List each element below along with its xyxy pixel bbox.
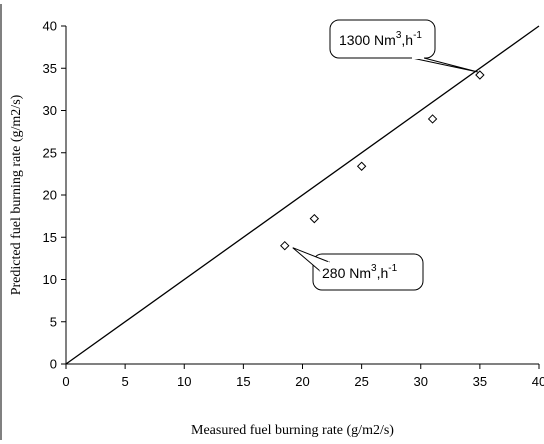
axis-titles: Measured fuel burning rate (g/m2/s) Pred… — [9, 94, 394, 438]
y-tick-label: 0 — [50, 357, 57, 372]
data-point — [427, 114, 438, 124]
callout-tail-join — [319, 261, 330, 272]
x-tick-label: 30 — [414, 374, 428, 389]
data-point — [475, 70, 485, 80]
x-tick-label: 25 — [354, 374, 368, 389]
callout-box — [329, 19, 436, 59]
y-tick-label: 30 — [43, 103, 57, 118]
y-tick-label: 15 — [43, 230, 57, 245]
x-tick-label: 40 — [532, 374, 544, 389]
x-tick-label: 5 — [122, 374, 129, 389]
reference-line — [65, 25, 540, 365]
callout: 280 Nm3,h-1 — [292, 247, 424, 291]
x-tick-label: 10 — [177, 374, 191, 389]
callout-label: 280 Nm3,h-1 — [322, 263, 398, 281]
y-tick-label: 5 — [50, 314, 57, 329]
y-tick-label: 20 — [43, 188, 57, 203]
x-tick-label: 35 — [473, 374, 487, 389]
axes: 0 5 10 15 20 25 30 35 40 0 5 10 15 20 25 30 35 40 — [43, 19, 544, 390]
x-axis-title: Measured fuel burning rate (g/m2/s) — [191, 423, 394, 438]
x-tick-label: 15 — [236, 374, 250, 389]
y-tick-label: 10 — [43, 272, 57, 287]
y-tick-label: 25 — [43, 145, 57, 160]
x-tick-label: 0 — [62, 374, 69, 389]
y-tick-label: 40 — [43, 19, 57, 34]
y-tick-label: 35 — [43, 61, 57, 76]
parity-line — [65, 25, 540, 365]
callout: 1300 Nm3,h-1 — [329, 19, 479, 73]
callout-label: 1300 Nm3,h-1 — [339, 30, 422, 48]
callouts: 1300 Nm3,h-1 280 Nm3,h-1 — [292, 19, 479, 291]
data-points — [280, 70, 485, 251]
x-tick-label: 20 — [295, 374, 309, 389]
data-point — [309, 213, 320, 224]
callout-box — [312, 253, 424, 291]
y-axis-title: Predicted fuel burning rate (g/m2/s) — [9, 94, 24, 295]
data-point — [280, 240, 290, 251]
data-point — [356, 161, 367, 171]
